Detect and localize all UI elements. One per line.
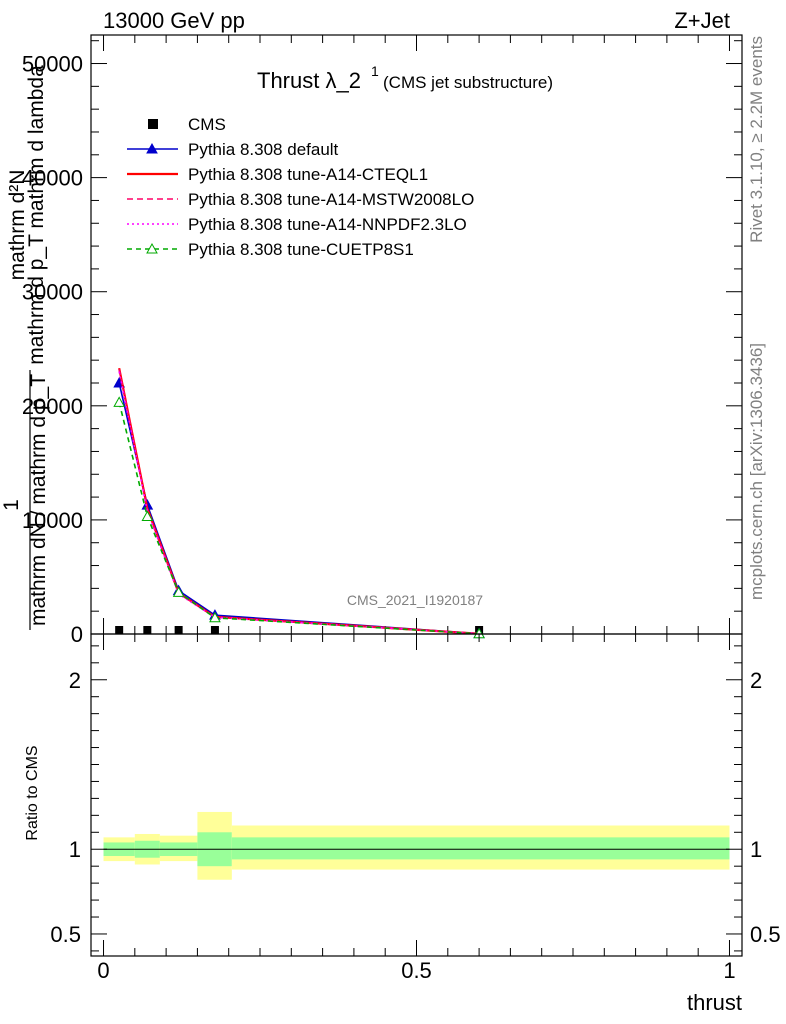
data-point — [174, 626, 183, 634]
legend-entry: Pythia 8.308 tune-A14-NNPDF2.3LO — [127, 215, 467, 234]
legend-entry: CMS — [148, 115, 226, 134]
data-point — [172, 586, 185, 597]
ratio-y-tick-label: 0.5 — [50, 922, 81, 947]
data-point — [115, 626, 124, 634]
legend-entry: Pythia 8.308 tune-A14-CTEQL1 — [127, 165, 428, 184]
x-tick-label: 0.5 — [401, 958, 432, 983]
legend-label: CMS — [188, 115, 226, 134]
plot-title: Thrust λ_2 — [257, 68, 361, 93]
rivet-label: Rivet 3.1.10, ≥ 2.2M events — [747, 36, 766, 243]
mcplots-label: mcplots.cern.ch [arXiv:1306.3436] — [747, 343, 766, 600]
y-tick-label: 30000 — [22, 280, 83, 305]
data-point — [143, 626, 152, 634]
ylabel-numerator: mathrm d²N — [6, 170, 29, 281]
legend-marker — [146, 242, 158, 254]
legend-label: Pythia 8.308 tune-CUETP8S1 — [188, 240, 414, 259]
main-plot: Thrust λ_2 1 (CMS jet substructure) CMS_… — [22, 34, 743, 647]
legend-marker — [146, 142, 158, 154]
ylabel-fraction-bottom: mathrm dN / mathrm d p_T — [27, 374, 50, 626]
main-axis-ticks: 0 10000 20000 30000 40000 50000 — [22, 35, 742, 647]
legend-label: Pythia 8.308 default — [188, 140, 339, 159]
header-left: 13000 GeV pp — [103, 8, 245, 33]
ratio-y-tick-label: 2 — [69, 668, 81, 693]
y-tick-label: 10000 — [22, 508, 83, 533]
data-point — [209, 611, 221, 623]
x-tick-label: 1 — [723, 958, 735, 983]
legend: CMS Pythia 8.308 default Pythia 8.308 tune… — [127, 115, 474, 259]
legend-label: Pythia 8.308 tune-A14-CTEQL1 — [188, 165, 428, 184]
ratio-ylabel: Ratio to CMS — [24, 745, 41, 840]
data-point — [113, 396, 126, 407]
legend-entry: Pythia 8.308 tune-A14-MSTW2008LO — [127, 190, 474, 209]
ratio-plot: 0.5 0.5 1 1 2 2 0 0.5 1 Ratio to CMS thrust — [24, 633, 781, 1015]
ratio-y-tick-label-right: 0.5 — [750, 922, 781, 947]
y-tick-label: 0 — [71, 622, 83, 647]
legend-marker — [148, 119, 158, 129]
ylabel-numerator-2: mathrm d p_T mathrm d lambda — [25, 65, 48, 365]
ratio-y-tick-label: 1 — [69, 837, 81, 862]
y-tick-label: 20000 — [22, 394, 83, 419]
legend-entry: Pythia 8.308 tune-CUETP8S1 — [127, 240, 414, 259]
legend-entry: Pythia 8.308 default — [127, 140, 339, 159]
y-tick-label: 40000 — [22, 166, 83, 191]
ratio-plot-frame — [90, 633, 743, 957]
ratio-y-tick-label-right: 1 — [750, 837, 762, 862]
ratio-y-tick-label-right: 2 — [750, 668, 762, 693]
data-point — [141, 510, 154, 521]
y-tick-label: 50000 — [22, 52, 83, 77]
series-pythia-8-308-tune-cuetp8s1 — [113, 396, 485, 639]
main-ylabel: mathrm d²N mathrm d p_T mathrm d lambda … — [0, 65, 50, 630]
x-axis-label: thrust — [687, 990, 742, 1015]
ylabel-fraction-top: 1 — [0, 499, 23, 511]
analysis-watermark: CMS_2021_I1920187 — [347, 592, 483, 608]
plot-subtitle: (CMS jet substructure) — [383, 73, 553, 92]
ratio-band-inner — [231, 837, 730, 860]
ratio-axis-ticks: 0.5 0.5 1 1 2 2 0 0.5 1 — [50, 634, 781, 983]
x-tick-label: 0 — [97, 958, 109, 983]
legend-label: Pythia 8.308 tune-A14-NNPDF2.3LO — [188, 215, 467, 234]
ratio-bands — [103, 811, 730, 880]
legend-label: Pythia 8.308 tune-A14-MSTW2008LO — [188, 190, 474, 209]
header-right: Z+Jet — [674, 8, 730, 33]
plot-title-superscript: 1 — [371, 63, 379, 79]
data-point — [210, 626, 219, 634]
